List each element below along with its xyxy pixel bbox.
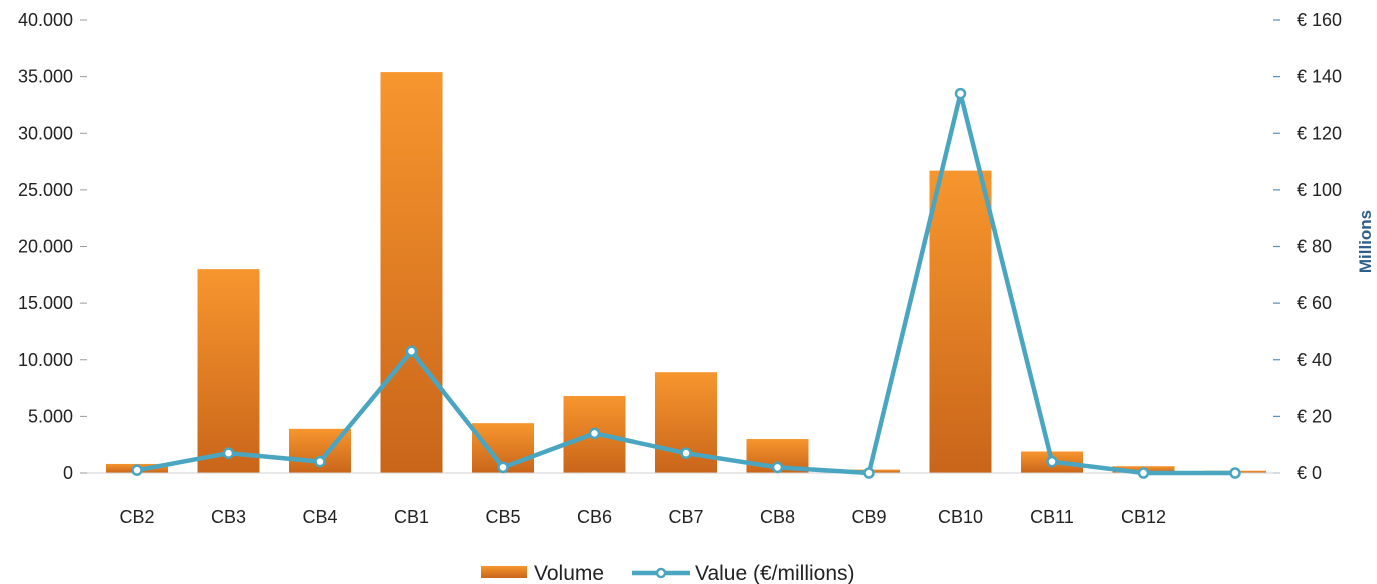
right-axis-title: Millions (1356, 210, 1375, 273)
volume-bar (197, 269, 260, 473)
right-tick-label: € 20 (1297, 406, 1332, 426)
left-tick-label: 40.000 (18, 10, 73, 30)
legend-value-marker (655, 567, 667, 579)
value-point (314, 455, 326, 468)
x-tick-label: CB10 (938, 507, 983, 527)
volume-bars (106, 72, 1266, 473)
value-point (954, 87, 967, 100)
legend-volume-swatch (481, 566, 527, 578)
right-tick-label: € 0 (1297, 463, 1322, 483)
left-tick-label: 35.000 (18, 67, 73, 87)
x-tick-label: CB3 (211, 507, 246, 527)
right-tick-label: € 160 (1297, 10, 1342, 30)
left-tick-label: 10.000 (18, 350, 73, 370)
value-point (497, 461, 509, 474)
x-tick-label: CB12 (1121, 507, 1166, 527)
volume-bar (380, 72, 443, 473)
left-axis: 0 5.000 10.000 15.000 20.000 25.000 30.000 35.0… (18, 10, 87, 483)
right-tick-label: € 140 (1297, 67, 1342, 87)
x-tick-label: CB9 (851, 507, 886, 527)
x-tick-label: CB2 (119, 507, 154, 527)
left-tick-label: 30.000 (18, 123, 73, 143)
x-tick-label: CB6 (577, 507, 612, 527)
value-point (680, 447, 692, 459)
right-tick-label: € 120 (1297, 123, 1342, 143)
volume-bar (929, 170, 992, 473)
left-tick-label: 0 (63, 463, 73, 483)
right-axis: € 0 € 20 € 40 € 60 € 80 € 100 € 120 € 140 € 160 (1273, 10, 1342, 483)
value-point (1229, 467, 1241, 479)
legend: Volume Value (€/millions) (481, 562, 855, 584)
legend-value-label: Value (€/millions) (695, 562, 855, 584)
value-line-series (131, 87, 1241, 479)
left-tick-label: 15.000 (18, 293, 73, 313)
x-tick-label: CB11 (1030, 507, 1074, 527)
right-tick-label: € 60 (1297, 293, 1332, 313)
value-point (771, 461, 784, 474)
value-point (1046, 455, 1058, 468)
value-point (588, 427, 601, 440)
left-tick-label: 20.000 (18, 237, 73, 257)
left-tick-label: 5.000 (28, 406, 73, 426)
value-point (1137, 467, 1150, 479)
right-tick-label: € 80 (1297, 237, 1332, 257)
legend-volume-label: Volume (534, 562, 604, 584)
value-point (405, 345, 418, 358)
x-tick-label: CB8 (760, 507, 795, 527)
left-tick-label: 25.000 (18, 180, 73, 200)
x-tick-label: CB1 (394, 507, 429, 527)
x-tick-label: CB4 (302, 507, 337, 527)
x-axis-labels: CB2 CB3 CB4 CB1 CB5 CB6 CB7 CB8 CB9 CB10 CB11 CB12 (119, 507, 1166, 527)
x-tick-label: CB7 (668, 507, 703, 527)
value-point (863, 467, 875, 479)
value-point (222, 447, 235, 459)
value-point (131, 464, 143, 476)
right-tick-label: € 100 (1297, 180, 1342, 200)
right-tick-label: € 40 (1297, 350, 1332, 370)
x-tick-label: CB5 (485, 507, 520, 527)
